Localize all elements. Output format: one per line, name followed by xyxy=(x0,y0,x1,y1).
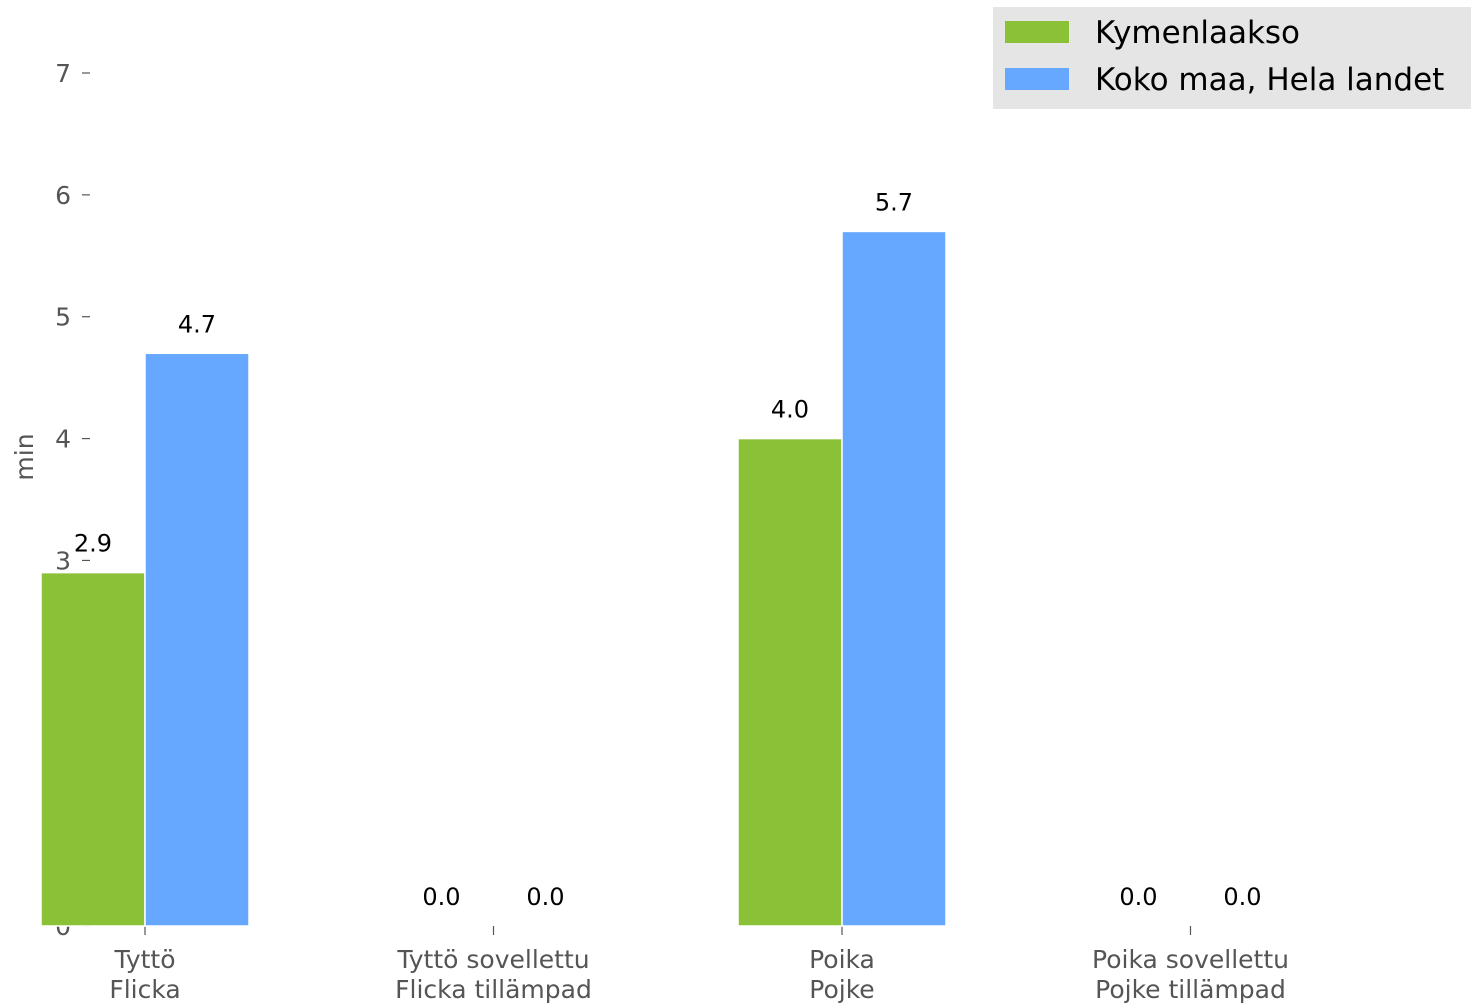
x-tick-label: Tyttö xyxy=(113,945,175,974)
bar xyxy=(841,230,947,927)
y-axis-label: min xyxy=(10,433,39,480)
x-tick-label: Pojke tillämpad xyxy=(1095,975,1286,1003)
data-label: 0.0 xyxy=(422,883,460,911)
x-tick-label: Flicka tillämpad xyxy=(395,975,592,1003)
data-label: 5.7 xyxy=(875,188,913,216)
x-tick-label: Flicka xyxy=(109,975,180,1003)
legend-swatch xyxy=(1005,21,1069,43)
data-label: 0.0 xyxy=(526,883,564,911)
y-tick-label: 6 xyxy=(55,181,71,210)
x-tick-label: Pojke xyxy=(809,975,874,1003)
data-label: 4.0 xyxy=(771,396,809,424)
legend-label: Kymenlaakso xyxy=(1095,15,1300,51)
data-label: 0.0 xyxy=(1223,883,1261,911)
data-label: 0.0 xyxy=(1119,883,1157,911)
data-label: 4.7 xyxy=(178,310,216,338)
y-tick-label: 5 xyxy=(55,303,71,332)
x-tick-label: Poika xyxy=(809,945,875,974)
bar xyxy=(40,571,146,927)
bar xyxy=(144,352,250,927)
y-tick-label: 4 xyxy=(55,425,71,454)
legend: Kymenlaakso Koko maa, Hela landet xyxy=(993,7,1471,109)
legend-label: Koko maa, Hela landet xyxy=(1095,62,1444,98)
legend-swatch xyxy=(1005,68,1069,90)
y-tick-label: 3 xyxy=(55,546,71,575)
bars xyxy=(40,230,947,927)
value-labels: 2.9 0.0 4.0 0.0 4.7 0.0 5.7 0.0 xyxy=(74,188,1262,911)
x-tick-label: Poika sovellettu xyxy=(1092,945,1289,974)
data-label: 2.9 xyxy=(74,530,112,558)
bar xyxy=(737,437,843,927)
x-tick-label: Tyttö sovellettu xyxy=(396,945,589,974)
legend-background xyxy=(993,7,1471,109)
y-tick-label: 7 xyxy=(55,59,71,88)
